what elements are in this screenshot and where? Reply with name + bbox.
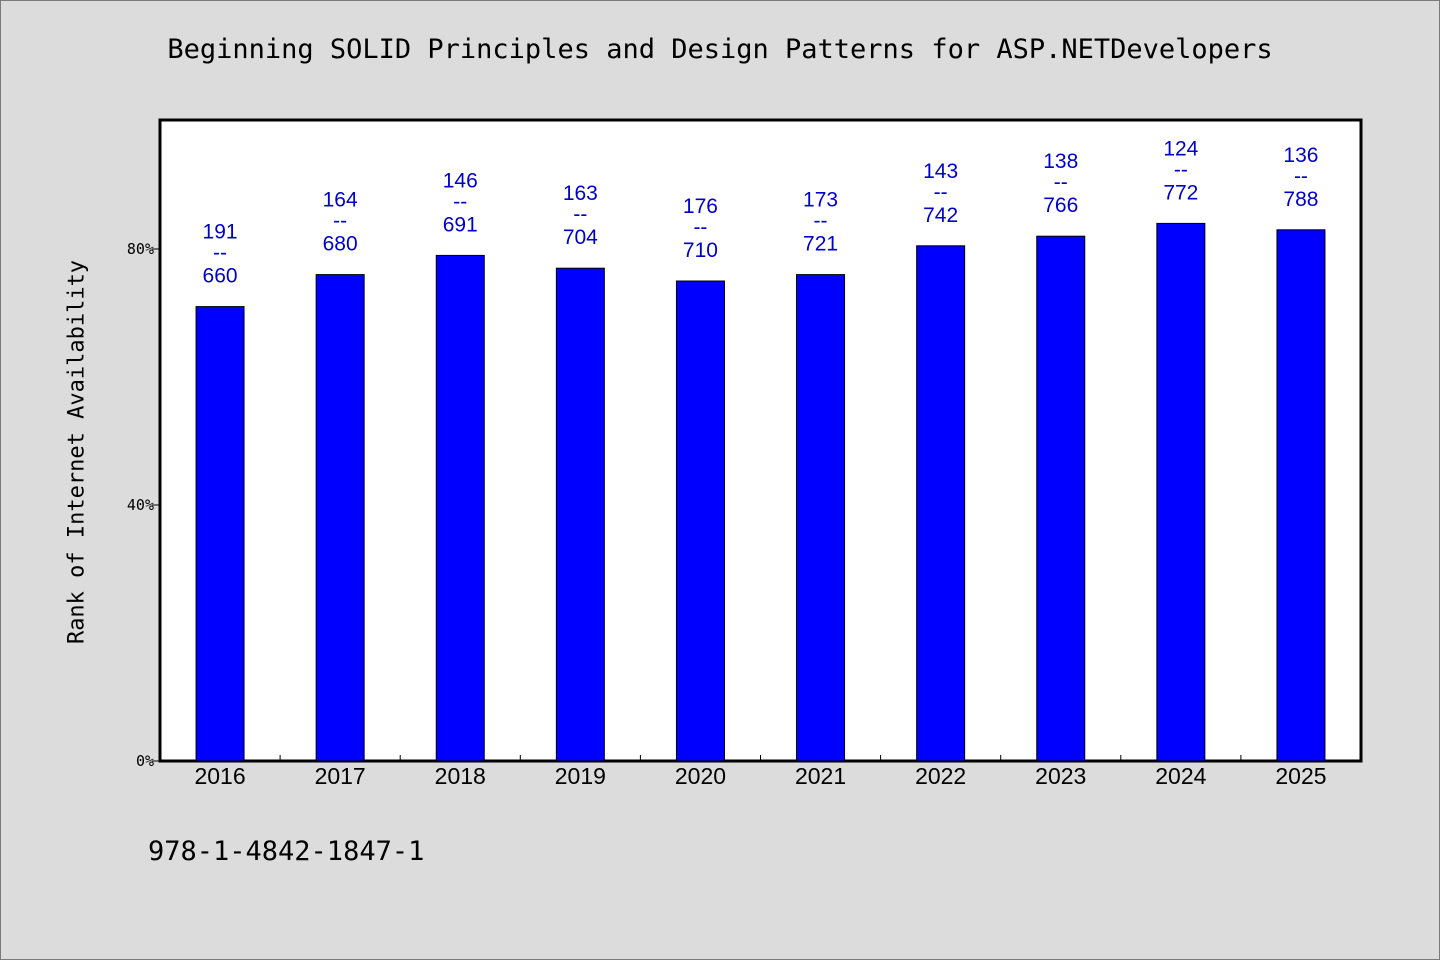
data-label-bottom: 704 bbox=[563, 226, 598, 249]
x-tick-label: 2020 bbox=[675, 763, 726, 789]
data-label-bottom: 691 bbox=[443, 213, 478, 236]
x-tick-label: 2021 bbox=[795, 763, 846, 789]
data-label-bottom: 772 bbox=[1163, 181, 1198, 204]
y-tick-label: 40% bbox=[127, 496, 154, 514]
bar-2016 bbox=[195, 306, 245, 762]
data-label-separator: -- bbox=[1174, 158, 1188, 181]
x-tick-label: 2018 bbox=[435, 763, 486, 789]
data-label-top: 191 bbox=[203, 221, 238, 244]
data-label: 124--772 bbox=[1163, 137, 1198, 204]
x-tick-label: 2017 bbox=[315, 763, 366, 789]
x-tick-label: 2022 bbox=[915, 763, 966, 789]
data-label: 176--710 bbox=[683, 195, 718, 262]
bar-2019 bbox=[555, 267, 605, 762]
data-labels: 191--660164--680146--691163--704176--710… bbox=[203, 137, 1319, 287]
data-label-top: 173 bbox=[803, 189, 838, 212]
data-label-bottom: 721 bbox=[803, 233, 838, 256]
x-tick-label: 2016 bbox=[194, 763, 245, 789]
x-tick-label: 2024 bbox=[1155, 763, 1206, 789]
data-label-separator: -- bbox=[333, 210, 347, 233]
data-label-bottom: 710 bbox=[683, 239, 718, 262]
data-label-top: 163 bbox=[563, 182, 598, 205]
data-label-bottom: 742 bbox=[923, 204, 958, 227]
data-label-bottom: 788 bbox=[1283, 188, 1318, 211]
bars bbox=[195, 222, 1326, 762]
data-label-separator: -- bbox=[573, 203, 587, 226]
chart-title: Beginning SOLID Principles and Design Pa… bbox=[167, 34, 1273, 65]
data-label-bottom: 766 bbox=[1043, 194, 1078, 217]
x-tick-label: 2025 bbox=[1275, 763, 1326, 789]
bar-2018 bbox=[435, 254, 485, 762]
data-label: 136--788 bbox=[1283, 144, 1318, 211]
data-label: 173--721 bbox=[803, 189, 838, 256]
data-label: 191--660 bbox=[203, 221, 238, 288]
x-axis: 2016 2017 2018 2019 2020 2021 2022 2023 2024 2025 bbox=[159, 755, 1362, 789]
bar-2024 bbox=[1156, 222, 1206, 762]
data-label-separator: -- bbox=[814, 210, 828, 233]
y-tick-label: 0% bbox=[136, 752, 154, 770]
data-label-top: 176 bbox=[683, 195, 718, 218]
data-label-top: 138 bbox=[1043, 150, 1078, 173]
data-label-top: 124 bbox=[1163, 137, 1198, 160]
y-tick-label: 80% bbox=[127, 240, 154, 258]
data-label: 143--742 bbox=[923, 160, 958, 227]
data-label: 138--766 bbox=[1043, 150, 1078, 217]
data-label-top: 146 bbox=[443, 169, 478, 192]
data-label: 163--704 bbox=[563, 182, 598, 249]
bar-2025 bbox=[1276, 229, 1326, 762]
x-tick-label: 2023 bbox=[1035, 763, 1086, 789]
y-axis: 0% 40% 80% bbox=[127, 240, 160, 770]
data-label-separator: -- bbox=[1294, 165, 1308, 188]
data-label-separator: -- bbox=[693, 216, 707, 239]
data-label-bottom: 680 bbox=[323, 233, 358, 256]
data-label-top: 164 bbox=[323, 189, 358, 212]
bar-2021 bbox=[796, 274, 846, 762]
data-label-separator: -- bbox=[453, 190, 467, 213]
data-label: 164--680 bbox=[323, 189, 358, 256]
data-label-separator: -- bbox=[213, 242, 227, 265]
bar-2023 bbox=[1036, 235, 1086, 762]
data-label: 146--691 bbox=[443, 169, 478, 236]
data-label-separator: -- bbox=[1054, 171, 1068, 194]
data-label-top: 143 bbox=[923, 160, 958, 183]
bar-2020 bbox=[675, 280, 725, 762]
data-label-top: 136 bbox=[1283, 144, 1318, 167]
isbn-text: 978-1-4842-1847-1 bbox=[148, 836, 425, 867]
bar-2017 bbox=[315, 274, 365, 762]
bar-2022 bbox=[916, 245, 966, 762]
data-label-bottom: 660 bbox=[203, 265, 238, 288]
data-label-separator: -- bbox=[934, 181, 948, 204]
x-tick-label: 2019 bbox=[555, 763, 606, 789]
